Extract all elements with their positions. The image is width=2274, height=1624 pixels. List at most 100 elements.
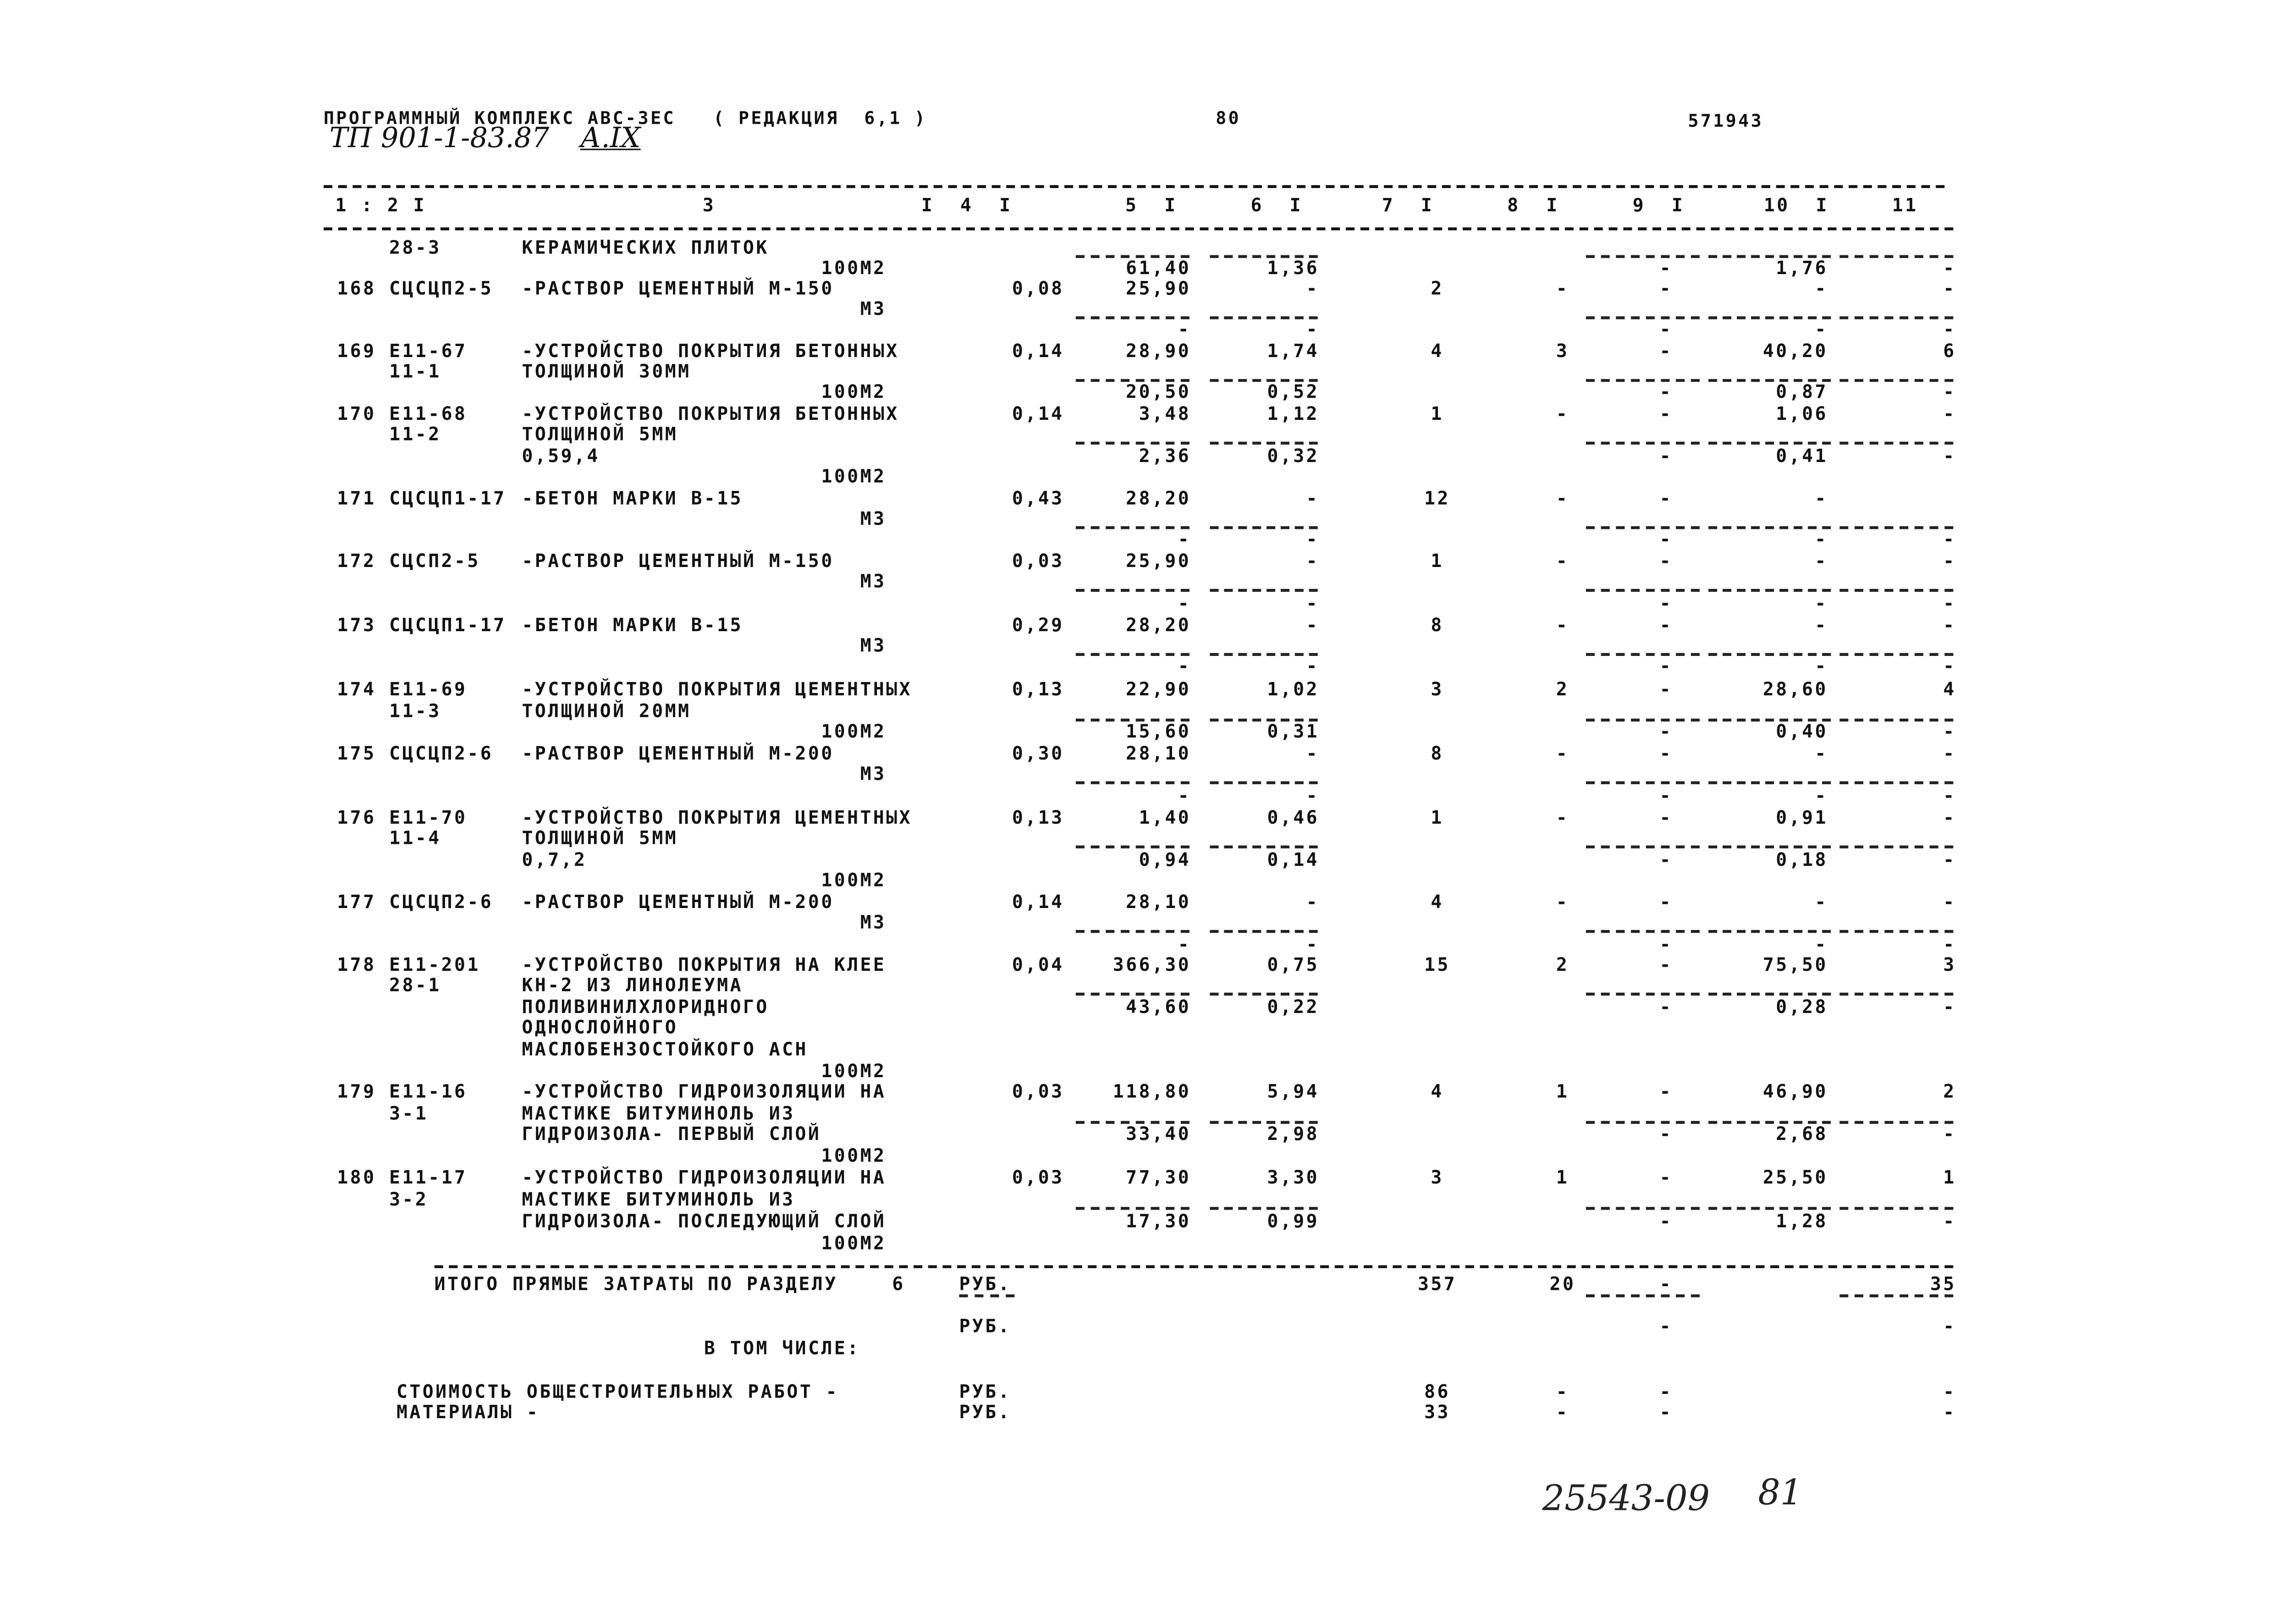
- cell-code: Е11-70: [389, 806, 468, 828]
- cell-c4: 0,13: [1012, 677, 1064, 700]
- separator-rule: [1839, 589, 1954, 592]
- cell-c10: 1,76: [1776, 256, 1828, 279]
- cell-c6: -: [1306, 487, 1319, 509]
- cell-desc: -УСТРОЙСТВО ПОКРЫТИЯ НА КЛЕЕ: [522, 953, 886, 975]
- total-c9: -: [1659, 1401, 1673, 1423]
- cell-c7: 4: [1431, 339, 1444, 362]
- separator-rule: [1708, 1121, 1831, 1124]
- separator-rule: [1708, 526, 1831, 529]
- cell-c8: -: [1556, 806, 1569, 828]
- separator-rule: [1708, 255, 1831, 258]
- cell-unit: М3: [860, 297, 886, 319]
- album-number: А.IX: [580, 122, 641, 155]
- total-c11: 35: [1930, 1272, 1956, 1294]
- cell-code: Е11-17: [389, 1166, 468, 1188]
- cell-code: СЦСЦП2-6: [389, 891, 494, 913]
- cell-c10: 75,50: [1762, 953, 1828, 975]
- separator-rule: [1586, 316, 1700, 319]
- cell-desc: ОДНОСЛОЙНОГО: [522, 1016, 678, 1038]
- cell-c7: 4: [1431, 891, 1444, 913]
- cell-c10: 0,40: [1776, 720, 1828, 742]
- cell-c11: -: [1943, 933, 1956, 955]
- separator-rule: [1075, 1207, 1189, 1210]
- separator-rule: [1586, 1207, 1700, 1210]
- cell-c6: -: [1306, 933, 1319, 955]
- separator-rule: [1839, 930, 1954, 933]
- cell-c5: 118,80: [1112, 1080, 1191, 1102]
- cell-c9: -: [1659, 933, 1673, 955]
- cell-c8: -: [1556, 277, 1569, 299]
- cell-c9: -: [1659, 592, 1673, 614]
- cell-desc: ГИДРОИЗОЛА- ПОСЛЕДУЮЩИЙ СЛОЙ: [522, 1210, 886, 1232]
- cell-c8: -: [1556, 402, 1569, 424]
- cell-c7: 8: [1431, 742, 1444, 764]
- cell-c7: 1: [1431, 402, 1444, 424]
- cell-c4: 0,14: [1012, 402, 1064, 424]
- total-c7: 86: [1424, 1380, 1450, 1403]
- cell-c11: -: [1943, 1210, 1956, 1232]
- cell-c11: 2: [1943, 1080, 1956, 1102]
- cell-c5: 28,20: [1126, 613, 1191, 636]
- separator-rule: [1210, 653, 1318, 656]
- cell-c9: -: [1659, 654, 1673, 677]
- cell-desc: ПОЛИВИНИЛХЛОРИДНОГО: [522, 996, 769, 1018]
- cell-c6: -: [1306, 549, 1319, 572]
- cell-c6: 0,22: [1267, 996, 1319, 1018]
- total-sub: В ТОМ ЧИСЛЕ:: [704, 1337, 860, 1359]
- column-header: 6 I: [1250, 193, 1303, 216]
- column-header: 9 I: [1632, 193, 1685, 216]
- cell-c4: 0,03: [1012, 1080, 1064, 1102]
- cell-c5: 33,40: [1126, 1122, 1191, 1145]
- cell-c11: 3: [1943, 953, 1956, 975]
- cell-num: 173: [337, 613, 376, 636]
- cell-c11: -: [1943, 380, 1956, 402]
- separator-rule: [1839, 316, 1954, 319]
- cell-code: 11-3: [389, 699, 441, 722]
- total-lbl: ИТОГО ПРЯМЫЕ ЗАТРАТЫ ПО РАЗДЕЛУ: [434, 1272, 838, 1294]
- separator-rule: [1708, 930, 1831, 933]
- total-rub: РУБ.: [959, 1315, 1012, 1337]
- cell-num: 174: [337, 677, 376, 700]
- cell-c8: -: [1556, 613, 1569, 636]
- cell-c10: -: [1815, 318, 1828, 340]
- separator-rule: [1839, 441, 1954, 445]
- cell-c9: -: [1659, 1166, 1673, 1188]
- cell-desc: -УСТРОЙСТВО ПОКРЫТИЯ ЦЕМЕНТНЫХ: [522, 677, 913, 700]
- cell-c9: -: [1659, 549, 1673, 572]
- cell-c11: -: [1943, 654, 1956, 677]
- cell-c9: -: [1659, 1080, 1673, 1102]
- cell-code: 3-1: [389, 1102, 429, 1124]
- separator-rule: [1210, 441, 1318, 445]
- cell-c7: 1: [1431, 806, 1444, 828]
- cell-c5: 15,60: [1126, 720, 1191, 742]
- total-c7: 357: [1417, 1272, 1457, 1294]
- cell-c11: -: [1943, 996, 1956, 1018]
- cell-desc: -РАСТВОР ЦЕМЕНТНЫЙ М-200: [522, 742, 834, 764]
- separator-rule: [1586, 781, 1700, 784]
- cell-c10: 28,60: [1762, 677, 1828, 700]
- cell-num: 171: [337, 487, 376, 509]
- cell-c9: -: [1659, 953, 1673, 975]
- cell-c4: 0,03: [1012, 1166, 1064, 1188]
- cell-c8: 1: [1556, 1080, 1569, 1102]
- cell-unit: 100М2: [821, 380, 886, 402]
- separator-rule: [1075, 589, 1189, 592]
- cell-c11: -: [1943, 256, 1956, 279]
- cell-c6: -: [1306, 891, 1319, 913]
- cell-c9: -: [1659, 720, 1673, 742]
- separator-rule: [1210, 1207, 1318, 1210]
- cell-c7: 4: [1431, 1080, 1444, 1102]
- cell-desc: -БЕТОН МАРКИ В-15: [522, 487, 743, 509]
- separator-rule: [1075, 781, 1189, 784]
- cell-c6: 5,94: [1267, 1080, 1319, 1102]
- cell-num: 168: [337, 277, 376, 299]
- separator-rule: [1839, 379, 1954, 382]
- cell-c11: -: [1943, 528, 1956, 550]
- cell-c9: -: [1659, 891, 1673, 913]
- separator-rule: [1075, 316, 1189, 319]
- cell-c4: 0,43: [1012, 487, 1064, 509]
- total-lbl2: СТОИМОСТЬ ОБЩЕСТРОИТЕЛЬНЫХ РАБОТ -: [396, 1380, 839, 1403]
- cell-c7: 3: [1431, 1166, 1444, 1188]
- cell-c5: -: [1178, 784, 1191, 806]
- cell-unit: М3: [860, 570, 886, 592]
